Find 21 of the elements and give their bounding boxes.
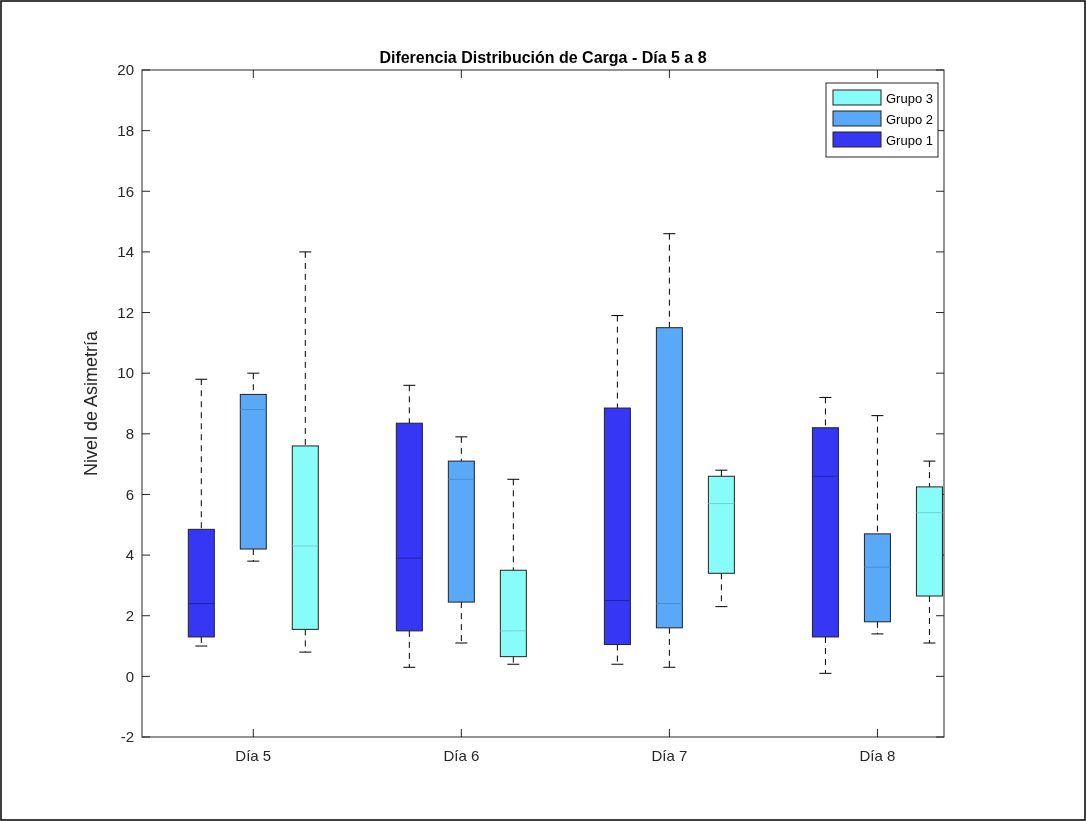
x-tick-label: Día 6: [443, 747, 480, 764]
y-tick-label: 6: [125, 485, 134, 503]
y-tick-label: 10: [117, 364, 134, 382]
y-tick-label: 14: [117, 243, 134, 261]
y-tick-label: -2: [120, 728, 134, 746]
legend-label: Grupo 2: [886, 111, 933, 127]
y-tick-label: 20: [117, 61, 134, 79]
x-tick-label: Día 8: [859, 747, 896, 764]
y-tick-label: 8: [125, 425, 134, 443]
legend-label: Grupo 3: [886, 90, 933, 106]
y-tick-label: 16: [117, 182, 134, 200]
x-tick-label: Día 5: [235, 747, 272, 764]
y-axis-title: Nivel de Asimetría: [81, 329, 101, 477]
y-tick-label: 2: [125, 606, 134, 624]
y-tick-label: 4: [125, 546, 134, 564]
y-tick-label: 0: [125, 667, 134, 685]
y-tick-label: 18: [117, 121, 134, 139]
y-tick-label: 12: [117, 303, 134, 321]
x-tick-label: Día 7: [651, 747, 688, 764]
chart-title: Diferencia Distribución de Carga - Día 5 a 8: [379, 49, 707, 66]
legend-label: Grupo 1: [886, 132, 933, 148]
